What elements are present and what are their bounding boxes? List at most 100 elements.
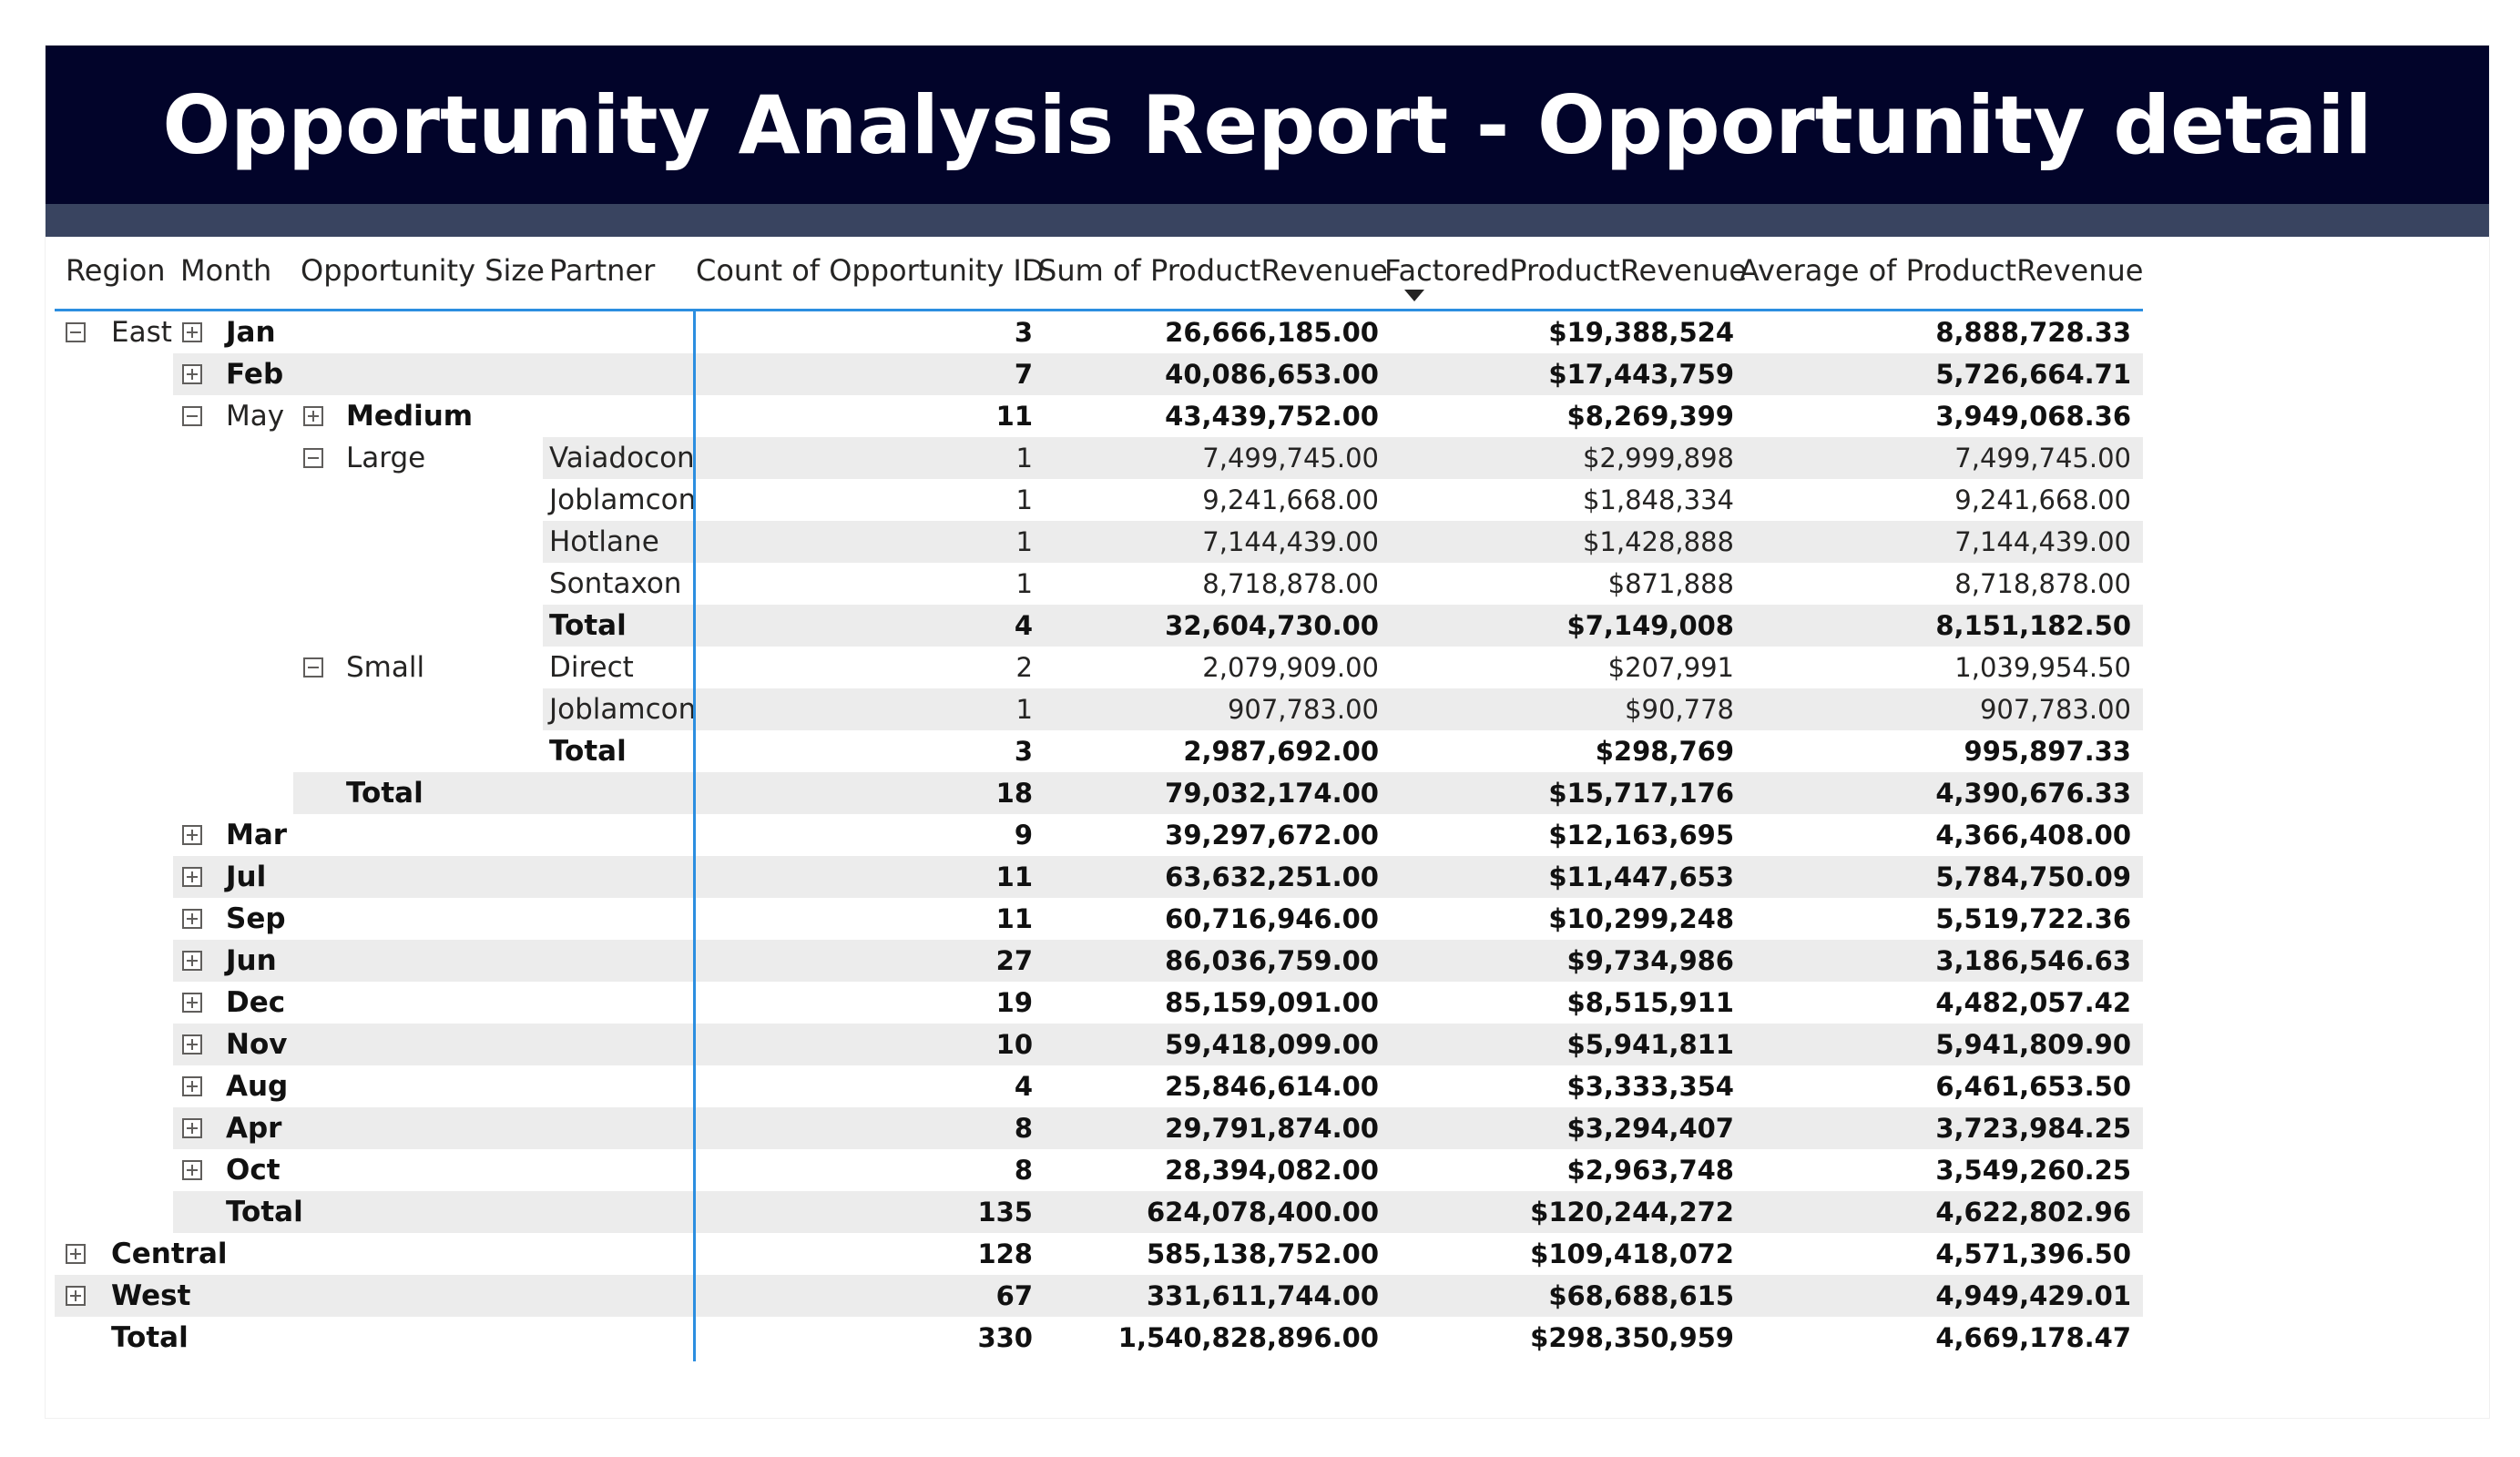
- row-header-label: Feb: [226, 358, 284, 391]
- total-label: Total: [549, 609, 627, 642]
- value-sum: 29,791,874.00: [1165, 1113, 1379, 1144]
- row-header-label: Nov: [226, 1028, 288, 1061]
- report-page: Opportunity Analysis Report - Opportunit…: [46, 46, 2489, 1418]
- expand-icon[interactable]: [66, 1244, 86, 1264]
- value-average: 5,519,722.36: [1935, 903, 2131, 934]
- row-header-label: Joblamcon: [549, 693, 697, 726]
- row-band: [173, 1107, 2143, 1149]
- value-average: 3,186,546.63: [1935, 945, 2131, 976]
- value-average: 7,144,439.00: [1954, 526, 2131, 557]
- value-factored: $120,244,272: [1530, 1197, 1734, 1228]
- value-count: 11: [995, 903, 1033, 934]
- expand-icon[interactable]: [182, 825, 202, 845]
- value-average: 4,366,408.00: [1935, 820, 2131, 851]
- value-average: 4,669,178.47: [1935, 1322, 2131, 1353]
- value-factored: $2,963,748: [1566, 1155, 1734, 1186]
- row-band: [173, 856, 2143, 898]
- value-sum: 63,632,251.00: [1165, 861, 1379, 892]
- value-average: 3,949,068.36: [1935, 401, 2131, 432]
- value-factored: $8,269,399: [1566, 401, 1734, 432]
- value-factored: $68,688,615: [1548, 1280, 1734, 1311]
- expand-icon[interactable]: [182, 993, 202, 1013]
- expand-icon[interactable]: [182, 322, 202, 342]
- value-factored: $17,443,759: [1548, 359, 1734, 390]
- value-sum: 28,394,082.00: [1165, 1155, 1379, 1186]
- sort-descending-icon[interactable]: [1404, 290, 1424, 301]
- value-factored: $15,717,176: [1548, 778, 1734, 809]
- expand-icon[interactable]: [182, 1034, 202, 1055]
- expand-icon[interactable]: [182, 951, 202, 971]
- column-header-average[interactable]: Average of ProductRevenue: [1740, 253, 2144, 288]
- value-count: 19: [995, 987, 1033, 1018]
- total-label: Total: [346, 777, 423, 810]
- row-band: [543, 521, 2143, 563]
- value-sum: 7,499,745.00: [1202, 443, 1379, 474]
- row-header-size: Small: [346, 651, 425, 684]
- value-average: 5,726,664.71: [1935, 359, 2131, 390]
- value-factored: $19,388,524: [1548, 317, 1734, 348]
- value-factored: $298,350,959: [1530, 1322, 1734, 1353]
- value-sum: 2,079,909.00: [1202, 652, 1379, 683]
- value-average: 4,571,396.50: [1935, 1238, 2131, 1269]
- value-factored: $7,149,008: [1566, 610, 1734, 641]
- value-sum: 2,987,692.00: [1183, 736, 1379, 767]
- value-count: 67: [995, 1280, 1033, 1311]
- value-sum: 60,716,946.00: [1165, 903, 1379, 934]
- collapse-icon[interactable]: [303, 448, 323, 468]
- row-header-size: Large: [346, 442, 426, 474]
- value-factored: $3,294,407: [1566, 1113, 1734, 1144]
- row-header-label: Sontaxon: [549, 567, 682, 600]
- header-divider: [55, 309, 2143, 311]
- column-header-count[interactable]: Count of Opportunity ID: [696, 253, 1045, 288]
- column-header-sum[interactable]: Sum of ProductRevenue: [1038, 253, 1388, 288]
- column-header-opportunity-size[interactable]: Opportunity Size: [301, 253, 545, 288]
- expand-icon[interactable]: [182, 1118, 202, 1138]
- value-factored: $10,299,248: [1548, 903, 1734, 934]
- collapse-icon[interactable]: [66, 322, 86, 342]
- column-header-partner[interactable]: Partner: [549, 253, 656, 288]
- value-sum: 624,078,400.00: [1146, 1197, 1379, 1228]
- value-count: 135: [977, 1197, 1033, 1228]
- column-header-month[interactable]: Month: [180, 253, 272, 288]
- row-band: [173, 1024, 2143, 1065]
- value-average: 1,039,954.50: [1954, 652, 2131, 683]
- value-count: 18: [995, 778, 1033, 809]
- expand-icon[interactable]: [66, 1286, 86, 1306]
- value-average: 4,482,057.42: [1935, 987, 2131, 1018]
- row-band: [55, 1275, 2143, 1317]
- row-header-label: Joblamcon: [549, 484, 697, 516]
- row-header-label: Jan: [226, 316, 276, 349]
- value-count: 330: [977, 1322, 1033, 1353]
- value-factored: $298,769: [1595, 736, 1734, 767]
- row-band: [173, 1191, 2143, 1233]
- collapse-icon[interactable]: [303, 657, 323, 678]
- expand-icon[interactable]: [182, 1076, 202, 1096]
- row-band: [543, 605, 2143, 647]
- collapse-icon[interactable]: [182, 406, 202, 426]
- expand-icon[interactable]: [303, 406, 323, 426]
- row-header-label: Sep: [226, 902, 286, 935]
- title-accent-bar: [46, 204, 2489, 237]
- value-factored: $8,515,911: [1566, 987, 1734, 1018]
- total-label: Total: [549, 735, 627, 768]
- column-header-factored[interactable]: FactoredProductRevenue: [1384, 253, 1748, 288]
- expand-icon[interactable]: [182, 1160, 202, 1180]
- column-header-region[interactable]: Region: [66, 253, 166, 288]
- row-header-label: Oct: [226, 1154, 281, 1187]
- value-sum: 8,718,878.00: [1202, 568, 1379, 599]
- value-average: 995,897.33: [1964, 736, 2131, 767]
- row-header-label: Dec: [226, 986, 286, 1019]
- expand-icon[interactable]: [182, 909, 202, 929]
- value-average: 3,723,984.25: [1935, 1113, 2131, 1144]
- value-factored: $2,999,898: [1582, 443, 1734, 474]
- row-header-label: Aug: [226, 1070, 289, 1103]
- expand-icon[interactable]: [182, 867, 202, 887]
- value-factored: $1,848,334: [1582, 484, 1734, 515]
- value-count: 2: [1015, 652, 1033, 683]
- report-title: Opportunity Analysis Report - Opportunit…: [46, 46, 2489, 204]
- value-sum: 9,241,668.00: [1202, 484, 1379, 515]
- expand-icon[interactable]: [182, 364, 202, 384]
- row-header-label: West: [111, 1279, 191, 1312]
- value-count: 9: [1014, 820, 1033, 851]
